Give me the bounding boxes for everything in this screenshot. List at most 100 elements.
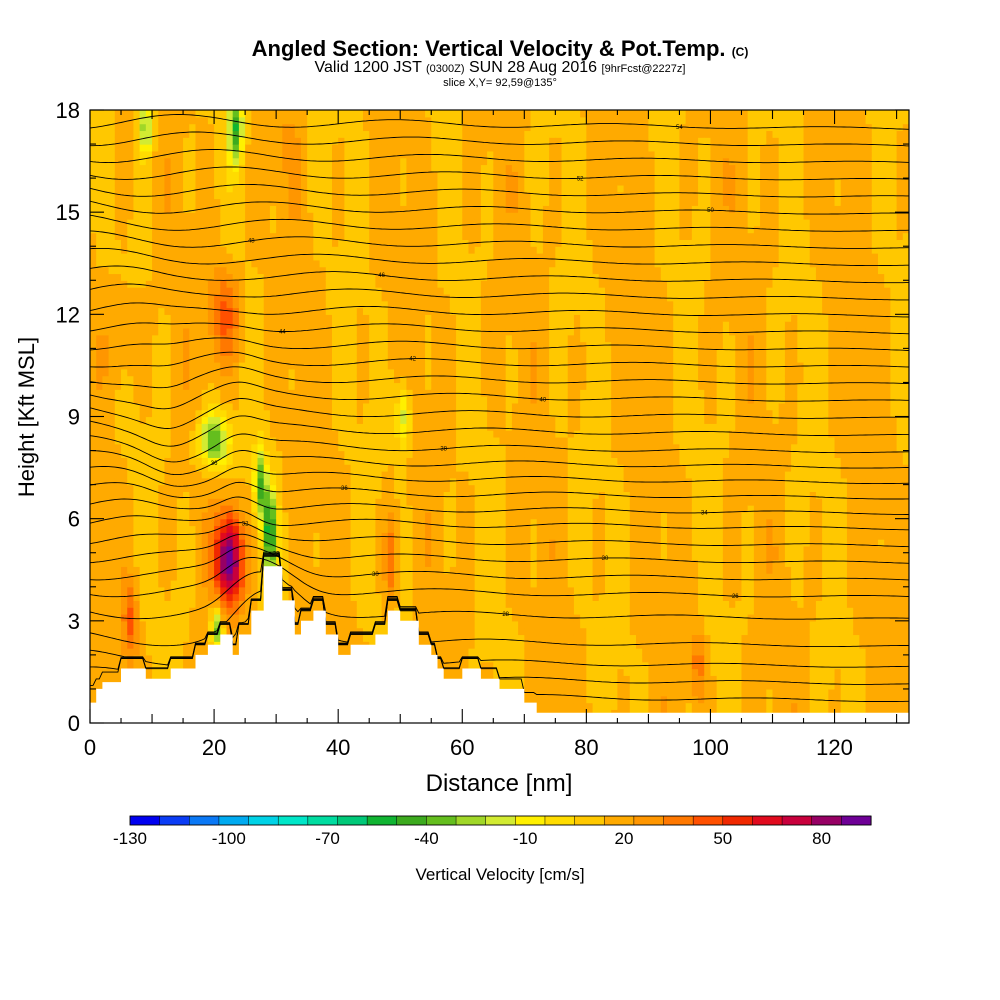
field-cell <box>307 150 314 159</box>
field-cell <box>257 130 265 138</box>
field-cell <box>406 552 414 561</box>
field-cell <box>207 184 215 193</box>
field-cell <box>164 545 172 554</box>
field-cell <box>356 253 364 261</box>
field-cell <box>394 375 401 384</box>
field-cell <box>195 198 203 206</box>
field-cell <box>338 423 345 431</box>
field-cell <box>108 130 116 138</box>
field-cell <box>369 246 376 254</box>
field-cell <box>226 389 234 397</box>
field-cell <box>319 457 327 465</box>
field-cell <box>108 566 116 574</box>
field-cell <box>232 137 240 145</box>
field-cell <box>282 498 290 506</box>
field-cell <box>412 545 420 554</box>
field-cell <box>108 443 116 452</box>
field-cell <box>400 314 408 322</box>
field-cell <box>139 314 147 322</box>
field-cell <box>96 511 103 520</box>
field-cell <box>245 430 252 438</box>
field-cell <box>220 491 228 499</box>
field-cell <box>245 457 252 465</box>
field-cell <box>338 593 345 601</box>
field-cell <box>344 600 352 608</box>
field-cell <box>183 300 190 309</box>
field-cell <box>183 137 190 145</box>
field-cell <box>313 505 321 513</box>
field-cell <box>226 110 234 118</box>
field-cell <box>139 539 147 547</box>
field-cell <box>108 552 116 561</box>
field-cell <box>263 300 271 309</box>
field-cell <box>400 110 408 118</box>
field-cell <box>102 184 110 193</box>
field-cell <box>152 518 159 527</box>
field-cell <box>257 184 265 193</box>
field-cell <box>195 573 203 581</box>
field-cell <box>251 457 259 465</box>
field-cell <box>214 334 221 343</box>
field-cell <box>90 287 97 295</box>
field-cell <box>90 239 97 247</box>
field-cell <box>300 430 308 438</box>
field-cell <box>158 321 166 329</box>
field-cell <box>238 327 246 336</box>
field-cell <box>251 287 259 295</box>
field-cell <box>319 532 327 540</box>
field-cell <box>189 457 197 465</box>
field-cell <box>145 375 153 384</box>
field-cell <box>344 110 352 118</box>
field-cell <box>145 607 153 615</box>
field-cell <box>238 484 246 493</box>
field-cell <box>369 491 376 499</box>
field-cell <box>263 259 271 268</box>
field-cell <box>127 539 135 547</box>
field-cell <box>96 239 103 247</box>
field-cell <box>164 668 172 676</box>
field-cell <box>276 443 283 452</box>
field-cell <box>412 253 420 261</box>
field-cell <box>226 246 234 254</box>
field-cell <box>319 498 327 506</box>
field-cell <box>102 600 110 608</box>
field-cell <box>238 341 246 349</box>
field-cell <box>381 491 389 499</box>
field-cell <box>183 389 190 397</box>
field-cell <box>170 416 178 424</box>
field-cell <box>102 314 110 322</box>
field-cell <box>176 137 184 145</box>
field-cell <box>418 464 426 472</box>
field-cell <box>431 600 439 608</box>
field-cell <box>127 198 135 206</box>
field-cell <box>251 178 259 186</box>
field-cell <box>387 116 395 125</box>
field-cell <box>288 239 296 247</box>
field-cell <box>102 321 110 329</box>
field-cell <box>288 402 296 411</box>
field-cell <box>418 137 426 145</box>
field-cell <box>127 423 135 431</box>
field-cell <box>108 477 116 486</box>
field-cell <box>127 498 135 506</box>
field-cell <box>102 232 110 241</box>
field-cell <box>257 259 265 268</box>
field-cell <box>214 137 221 145</box>
field-cell <box>344 607 352 615</box>
field-cell <box>400 436 408 445</box>
field-cell <box>90 171 97 179</box>
field-cell <box>207 470 215 479</box>
field-cell <box>418 212 426 220</box>
field-cell <box>412 539 420 547</box>
field-cell <box>207 198 215 206</box>
field-cell <box>226 484 234 493</box>
field-cell <box>108 253 116 261</box>
field-cell <box>133 484 141 493</box>
field-cell <box>152 511 159 520</box>
field-cell <box>214 171 221 179</box>
field-cell <box>164 518 172 527</box>
field-cell <box>257 409 265 418</box>
field-cell <box>400 477 408 486</box>
field-cell <box>418 253 426 261</box>
field-cell <box>307 239 314 247</box>
